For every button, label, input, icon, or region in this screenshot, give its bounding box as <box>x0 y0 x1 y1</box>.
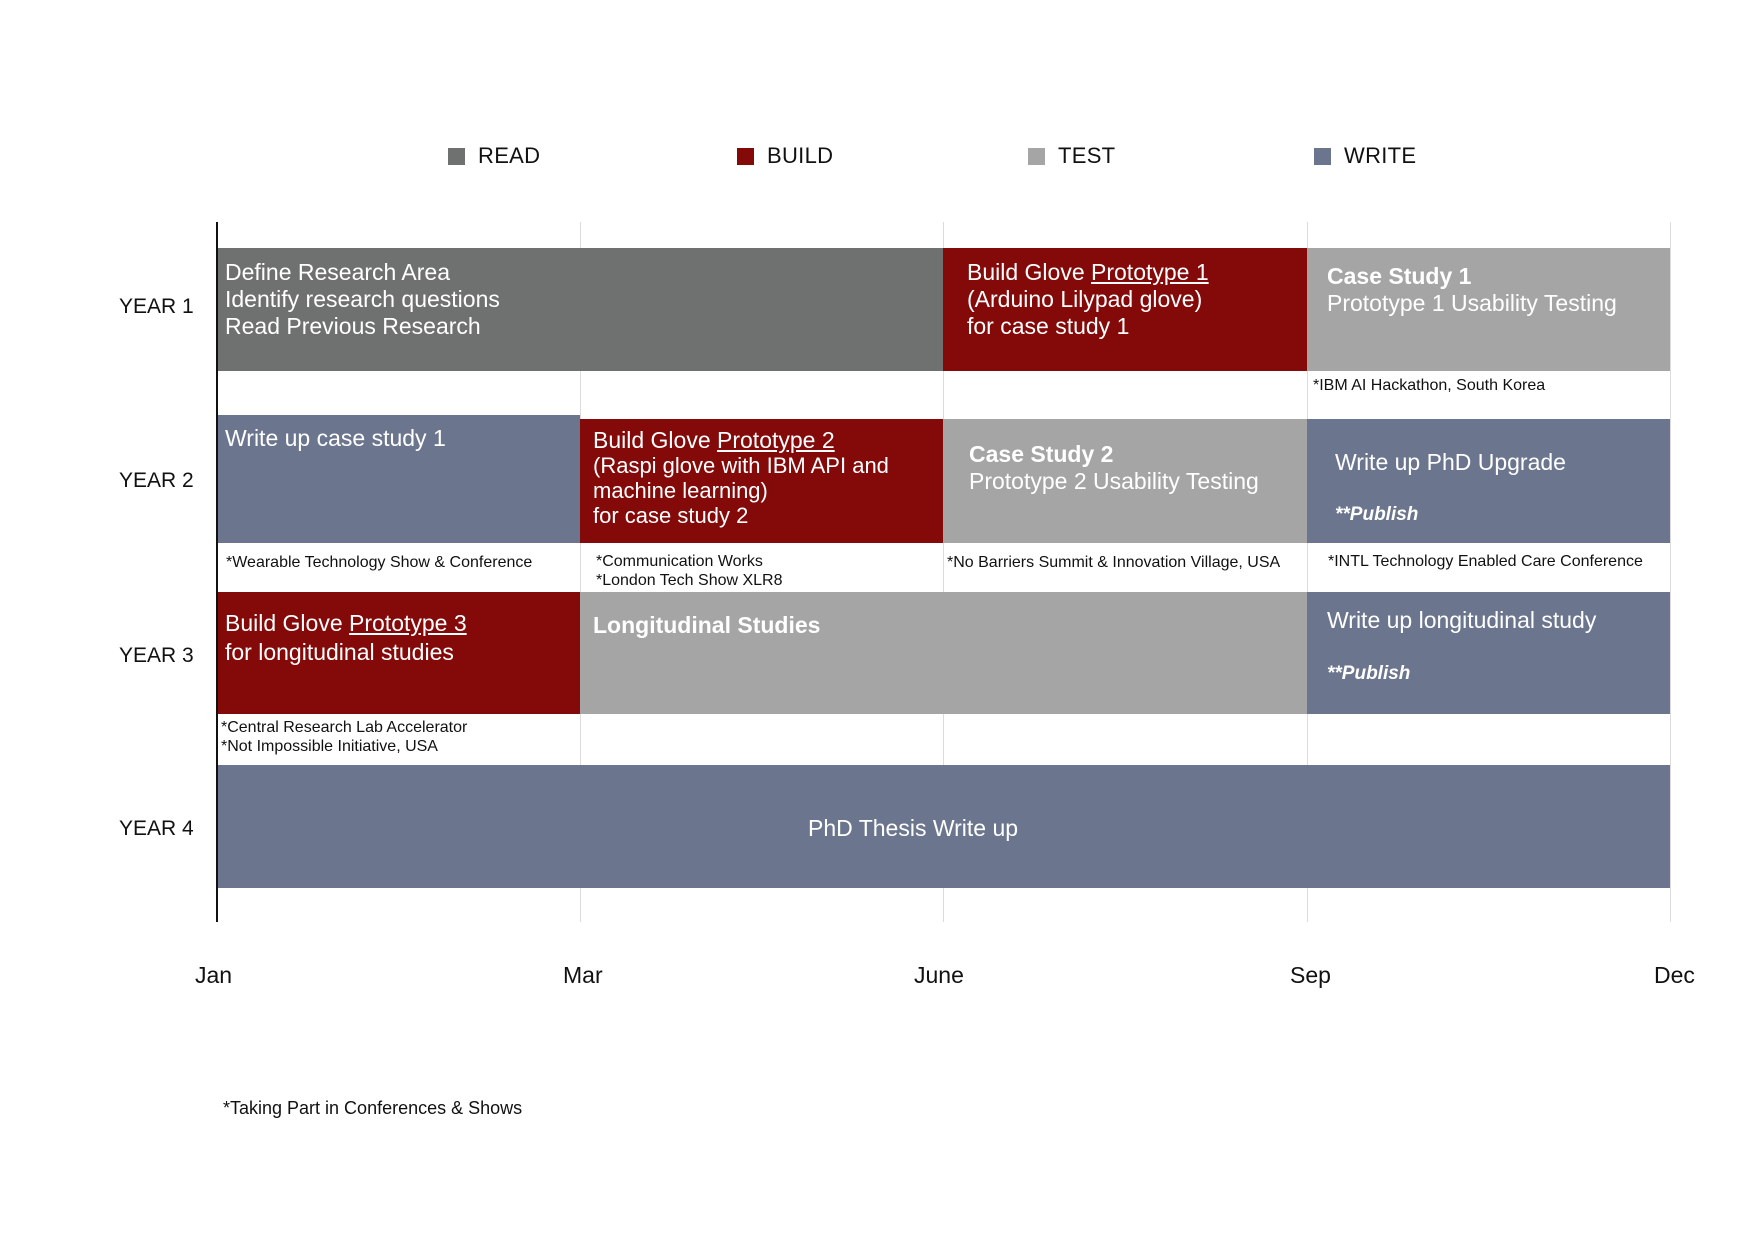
legend-swatch-test <box>1028 147 1045 165</box>
task-bar-line: for longitudinal studies <box>225 639 454 665</box>
task-bar-line: Longitudinal Studies <box>593 612 821 638</box>
task-bar: Longitudinal Studies <box>580 592 1307 714</box>
legend-label-read: READ <box>478 143 541 168</box>
month-label-mar: Mar <box>563 962 603 988</box>
month-label-jan: Jan <box>195 962 233 988</box>
legend-label-write: WRITE <box>1344 143 1417 168</box>
event-note: *IBM AI Hackathon, South Korea <box>1313 377 1546 394</box>
task-bar: Write up longitudinal study **Publish <box>1307 592 1670 714</box>
month-label-dec: Dec <box>1654 962 1695 988</box>
event-note: *Central Research Lab Accelerator <box>221 719 468 736</box>
task-bar-line: Define Research Area <box>225 259 451 285</box>
legend-swatch-read <box>448 147 465 165</box>
legend-test: TEST <box>1028 143 1115 169</box>
legend-label-test: TEST <box>1058 143 1116 168</box>
legend-build: BUILD <box>737 143 833 169</box>
footnote: *Taking Part in Conferences & Shows <box>223 1098 523 1118</box>
task-bar: PhD Thesis Write up <box>218 765 1670 888</box>
gridline-dec <box>1670 222 1671 922</box>
task-bar: Define Research Area Identify research q… <box>218 248 943 371</box>
task-bar-line: PhD Thesis Write up <box>808 815 1019 841</box>
task-bar: Build Glove Prototype 2 (Raspi glove wit… <box>580 419 943 543</box>
task-bar-line: Build Glove Prototype 3 <box>225 610 467 636</box>
gridline-mar <box>580 222 581 922</box>
task-bar-line: Write up case study 1 <box>225 425 446 451</box>
event-note: *Communication Works <box>596 553 763 570</box>
prototype-label: Prototype 2 <box>717 427 835 453</box>
year-label-2: YEAR 2 <box>119 469 194 492</box>
year-label-3: YEAR 3 <box>119 644 194 667</box>
prototype-label: Prototype 3 <box>349 610 467 636</box>
legend-read: READ <box>448 143 540 169</box>
task-bar-line: for case study 1 <box>967 313 1130 339</box>
legend-label-build: BUILD <box>767 143 834 168</box>
task-bar-line: Identify research questions <box>225 286 500 312</box>
event-note: *No Barriers Summit & Innovation Village… <box>947 554 1281 571</box>
task-bar-line: Read Previous Research <box>225 313 481 339</box>
task-bar-line: Case Study 1 <box>1327 263 1472 289</box>
task-bar: Case Study 1 Prototype 1 Usability Testi… <box>1307 248 1670 371</box>
month-label-sep: Sep <box>1290 962 1331 988</box>
task-bar-line: for case study 2 <box>593 503 749 528</box>
year-label-4: YEAR 4 <box>119 817 194 840</box>
gridline-june <box>943 222 944 922</box>
legend-swatch-write <box>1314 147 1331 165</box>
task-bar-line: **Publish <box>1335 504 1419 525</box>
task-bar-line: Write up longitudinal study <box>1327 607 1597 633</box>
task-bar-line: (Raspi glove with IBM API and <box>593 453 889 478</box>
task-bar-line: Write up PhD Upgrade <box>1335 449 1566 475</box>
task-bar: Case Study 2 Prototype 2 Usability Testi… <box>943 419 1307 543</box>
task-bar: Build Glove Prototype 1 (Arduino Lilypad… <box>943 248 1307 371</box>
prototype-label: Prototype 1 <box>1091 259 1209 285</box>
task-bar: Write up case study 1 <box>218 415 580 543</box>
task-bar-line: Case Study 2 <box>969 441 1114 467</box>
y-axis-line <box>216 222 218 922</box>
task-bar-line: Build Glove Prototype 1 <box>967 259 1209 285</box>
event-note: *Not Impossible Initiative, USA <box>221 738 438 755</box>
task-bar-line: Build Glove Prototype 2 <box>593 427 835 453</box>
event-note: *London Tech Show XLR8 <box>596 572 783 589</box>
month-label-june: June <box>914 962 964 988</box>
task-bar: Write up PhD Upgrade **Publish <box>1307 419 1670 543</box>
event-note: *Wearable Technology Show & Conference <box>226 554 533 571</box>
task-bar-line: Prototype 1 Usability Testing <box>1327 290 1617 316</box>
task-bar-line: Prototype 2 Usability Testing <box>969 468 1259 494</box>
task-bar-line: **Publish <box>1327 663 1411 684</box>
year-label-1: YEAR 1 <box>119 295 194 318</box>
event-note: *INTL Technology Enabled Care Conference <box>1328 553 1643 570</box>
task-bar-line: machine learning) <box>593 478 768 503</box>
legend-swatch-build <box>737 147 754 165</box>
task-bar: Build Glove Prototype 3 for longitudinal… <box>218 592 580 714</box>
gridline-sep <box>1307 222 1308 922</box>
legend-write: WRITE <box>1314 143 1416 169</box>
task-bar-line: (Arduino Lilypad glove) <box>967 286 1203 312</box>
